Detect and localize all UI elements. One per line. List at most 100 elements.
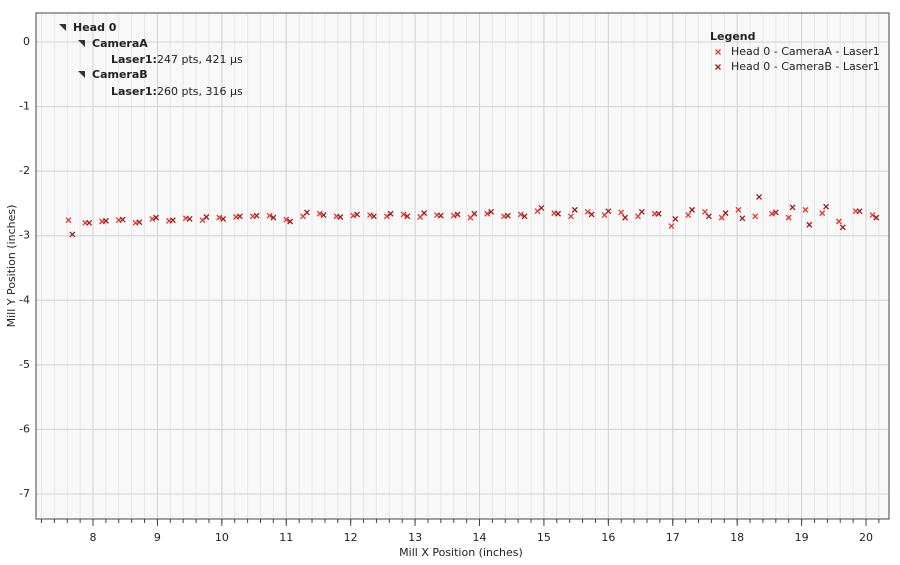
marker bbox=[705, 213, 712, 220]
legend-marker bbox=[715, 49, 721, 55]
tree-node: CameraA bbox=[92, 37, 148, 50]
marker bbox=[136, 219, 143, 226]
marker bbox=[672, 215, 679, 222]
tree-leaf-label: Laser1: bbox=[111, 85, 157, 98]
marker bbox=[216, 214, 223, 221]
marker bbox=[739, 215, 746, 222]
marker bbox=[387, 210, 394, 217]
marker bbox=[752, 213, 759, 220]
tree-annotation: Head 0 CameraA Laser1: 247 pts, 421 µs C… bbox=[59, 21, 243, 98]
marker bbox=[802, 206, 809, 213]
y-tick-label: -7 bbox=[19, 487, 30, 500]
x-tick-label: 13 bbox=[408, 531, 422, 544]
legend-marker bbox=[715, 64, 721, 70]
marker bbox=[437, 212, 444, 219]
marker bbox=[605, 208, 612, 215]
marker bbox=[521, 213, 528, 220]
x-tick-label: 17 bbox=[666, 531, 680, 544]
x-tick-label: 11 bbox=[279, 531, 293, 544]
plot-border bbox=[35, 12, 890, 520]
marker bbox=[383, 213, 390, 220]
y-tick-label: -5 bbox=[19, 358, 30, 371]
marker bbox=[266, 212, 273, 219]
x-tick-label: 20 bbox=[859, 531, 873, 544]
y-axis-title: Mill Y Position (inches) bbox=[5, 205, 18, 328]
expander[interactable] bbox=[78, 71, 85, 78]
marker bbox=[421, 210, 428, 217]
marker bbox=[819, 210, 826, 217]
expander[interactable] bbox=[59, 24, 66, 31]
marker bbox=[484, 210, 491, 217]
x-axis-title: Mill X Position (inches) bbox=[399, 546, 523, 559]
legend: Legend Head 0 - CameraA - Laser1 Head 0 -… bbox=[710, 30, 880, 73]
expander[interactable] bbox=[78, 40, 85, 47]
marker bbox=[350, 212, 357, 219]
marker bbox=[404, 213, 411, 220]
marker bbox=[488, 208, 495, 215]
marker bbox=[789, 204, 796, 211]
marker bbox=[236, 213, 243, 220]
marker bbox=[354, 211, 361, 218]
marker bbox=[203, 214, 210, 220]
marker bbox=[65, 217, 72, 224]
marker bbox=[722, 210, 729, 217]
marker bbox=[86, 219, 93, 226]
y-tick-label: -3 bbox=[19, 229, 30, 242]
marker bbox=[450, 212, 457, 219]
marker bbox=[367, 212, 373, 219]
marker bbox=[287, 218, 294, 225]
tree-node: CameraB bbox=[92, 68, 148, 81]
marker bbox=[186, 215, 193, 222]
marker bbox=[69, 231, 76, 238]
tree-root: Head 0 bbox=[73, 21, 117, 34]
tree-leaf-text: 260 pts, 316 µs bbox=[157, 85, 243, 98]
tree-leaf-label: Laser1: bbox=[111, 53, 157, 66]
marker bbox=[337, 214, 344, 220]
marker bbox=[655, 210, 662, 217]
marker bbox=[571, 206, 578, 213]
marker bbox=[869, 212, 876, 219]
marker bbox=[102, 217, 109, 224]
x-tick-label: 18 bbox=[730, 531, 744, 544]
marker bbox=[735, 206, 742, 213]
marker bbox=[873, 214, 880, 221]
x-tick-label: 15 bbox=[537, 531, 551, 544]
marker bbox=[622, 214, 629, 221]
marker bbox=[504, 212, 511, 219]
marker bbox=[685, 212, 692, 219]
marker bbox=[555, 210, 562, 217]
marker bbox=[400, 211, 407, 218]
x-tick-label: 9 bbox=[154, 531, 161, 544]
marker bbox=[785, 214, 792, 221]
x-tick-label: 16 bbox=[601, 531, 615, 544]
plot-area bbox=[36, 13, 889, 519]
x-tick-label: 12 bbox=[344, 531, 358, 544]
y-tick-label: 0 bbox=[23, 35, 30, 48]
marker bbox=[635, 213, 641, 220]
marker bbox=[756, 194, 763, 200]
x-tick-label: 14 bbox=[473, 531, 487, 544]
marker bbox=[588, 211, 595, 218]
y-tick-label: -4 bbox=[19, 293, 30, 306]
marker bbox=[668, 223, 675, 229]
marker bbox=[471, 210, 478, 217]
marker bbox=[768, 210, 775, 217]
marker bbox=[253, 212, 260, 219]
legend-title: Legend bbox=[710, 30, 756, 43]
marker bbox=[454, 211, 461, 218]
y-tick-label: -2 bbox=[19, 164, 30, 177]
marker bbox=[568, 213, 574, 220]
marker bbox=[283, 216, 290, 223]
marker bbox=[638, 208, 645, 215]
marker bbox=[149, 215, 156, 222]
tree-leaf-text: 247 pts, 421 µs bbox=[157, 53, 243, 66]
marker bbox=[689, 206, 696, 213]
marker bbox=[169, 217, 176, 224]
marker bbox=[618, 209, 625, 216]
y-tick-label: -6 bbox=[19, 422, 30, 435]
x-tick-label: 10 bbox=[215, 531, 229, 544]
marker bbox=[584, 208, 591, 215]
marker bbox=[303, 209, 310, 216]
legend-label: Head 0 - CameraB - Laser1 bbox=[731, 60, 880, 73]
legend-label: Head 0 - CameraA - Laser1 bbox=[731, 45, 880, 58]
